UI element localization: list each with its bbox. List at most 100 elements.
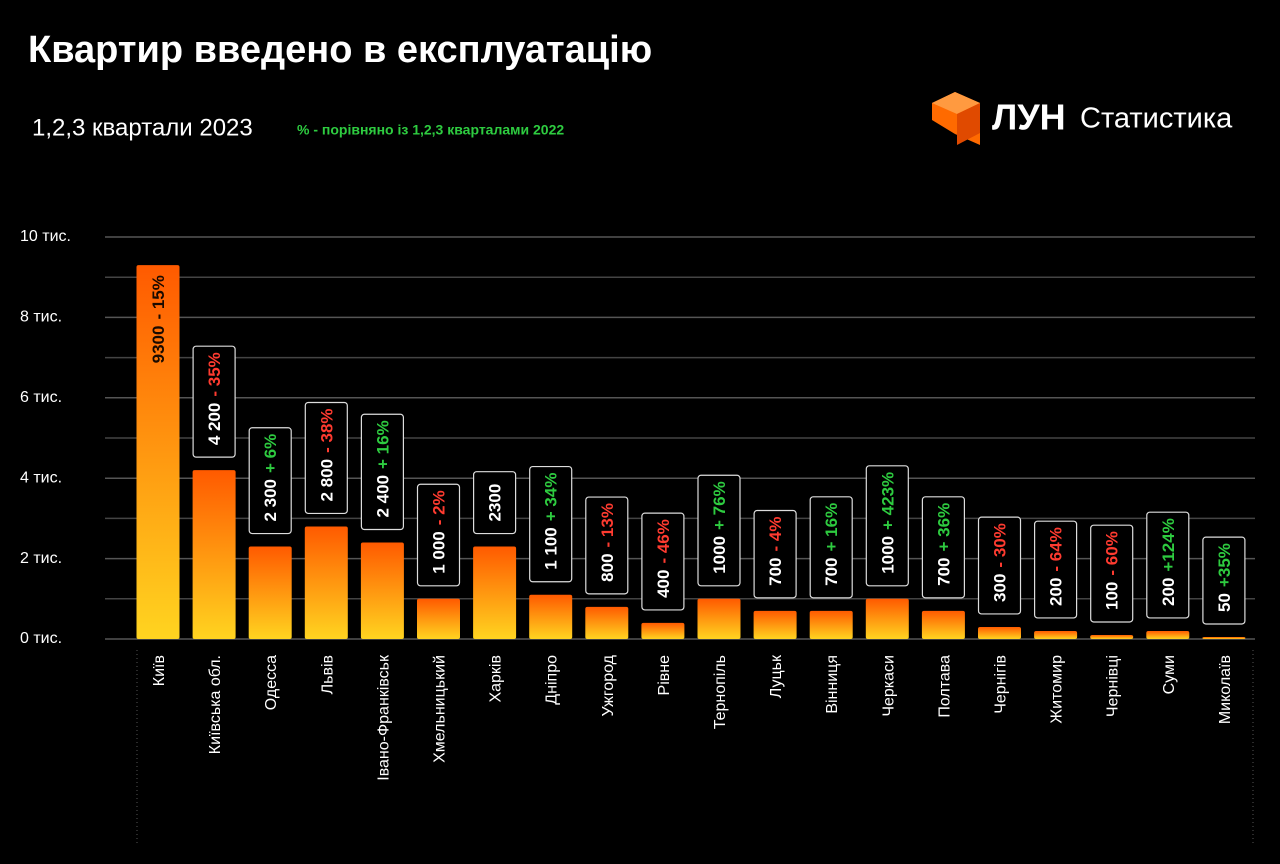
label-box [473,471,517,535]
label-box [360,413,404,531]
data-label: 700 - 4% [766,517,785,586]
y-tick-label: 2 тис. [20,550,62,567]
value-label: 1000 [878,536,897,574]
chart-title: Квартир введено в експлуатацію [28,29,652,71]
data-label: 800 - 13% [598,503,617,582]
value-label: 200 [1047,578,1066,606]
brand-suffix: Статистика [1080,103,1233,135]
data-label: 2300 [486,484,505,522]
data-label: 4 200 - 35% [205,352,224,445]
x-tick-label: Черкаси [880,655,897,717]
bar [417,598,460,639]
value-label: 800 [598,553,617,581]
value-label: 9300 [149,326,168,364]
label-box [697,474,741,587]
value-label: 100 [1103,582,1122,610]
bar [360,542,404,639]
data-label: 2 400 + 16% [373,420,392,517]
x-tick-label: Миколаїв [1217,655,1234,724]
bar [248,546,292,639]
change-label: - 13% [598,503,617,547]
bar [641,622,685,639]
bar [865,598,909,639]
bar [753,610,797,639]
bar [192,470,236,639]
change-label: - 35% [205,352,224,396]
change-label: - 30% [991,523,1010,567]
data-label: 200 +124% [1159,518,1178,606]
x-tick-label: Житомир [1049,655,1066,724]
data-label: 9300 - 15% [149,275,168,363]
x-tick-label: Чернівці [1105,655,1122,717]
value-label: 1 000 [430,531,449,574]
data-label: 700 + 16% [822,503,841,586]
x-tick-label: Луцьк [768,654,785,698]
y-tick-label: 10 тис. [20,228,71,245]
label-box [585,496,629,595]
label-box [921,496,966,599]
label-box [977,516,1022,615]
data-label: 1 100 + 34% [542,473,561,570]
bar [585,606,629,639]
value-label: 200 [1159,578,1178,606]
label-box [641,512,685,611]
change-label: + 16% [822,503,841,552]
x-tick-label: Рівне [656,655,673,696]
value-label: 1000 [710,536,729,574]
change-label: +124% [1159,518,1178,571]
bar [1146,630,1190,639]
x-tick-label: Тернопіль [712,655,729,729]
value-label: 700 [766,557,785,585]
bar [473,546,517,639]
bar [529,594,573,639]
label-box [192,345,236,458]
bar [136,265,180,639]
bar [697,598,741,639]
label-box [1146,511,1190,619]
change-label: + 16% [373,420,392,469]
label-box [416,483,461,587]
value-label: 2 400 [373,475,392,518]
bar [921,610,965,639]
x-tick-label: Харків [488,655,505,703]
x-tick-label: Львів [319,655,336,694]
label-box [809,496,853,599]
logo [932,92,980,145]
x-tick-label: Суми [1161,655,1178,694]
value-label: 4 200 [205,403,224,446]
value-label: 1 100 [542,527,561,570]
brand: ЛУН [992,97,1066,138]
change-label: - 15% [149,275,168,319]
x-tick-label: Київ [151,655,168,686]
bar [809,610,853,639]
data-label: 1000 + 76% [710,481,729,574]
subtitle: 1,2,3 квартали 2023 [32,114,253,141]
data-label: 1 000 - 2% [430,490,449,574]
label-box [1202,536,1246,625]
change-label: - 64% [1047,527,1066,571]
y-tick-label: 8 тис. [20,309,62,326]
change-label: - 60% [1103,531,1122,575]
bar [1090,634,1134,639]
change-label: + 76% [710,481,729,530]
label-box [865,465,909,587]
data-label: 2 300 + 6% [261,434,280,522]
y-tick-label: 4 тис. [20,469,62,486]
value-label: 400 [654,570,673,598]
x-tick-label: Вінниця [824,655,841,714]
x-tick-label: Ужгород [600,654,617,716]
value-label: 700 [934,557,953,585]
change-label: + 423% [878,472,897,530]
bar [304,526,348,639]
change-label: - 46% [654,519,673,563]
value-label: 700 [822,557,841,585]
label-box [248,427,292,535]
label-box [1090,524,1134,623]
data-label: 700 + 36% [934,503,953,586]
change-label: + 34% [542,473,561,522]
x-tick-label: Полтава [936,655,953,718]
note: % - порівняно із 1,2,3 кварталами 2022 [297,122,564,138]
y-tick-label: 0 тис. [20,630,62,647]
change-label: + 6% [261,434,280,473]
